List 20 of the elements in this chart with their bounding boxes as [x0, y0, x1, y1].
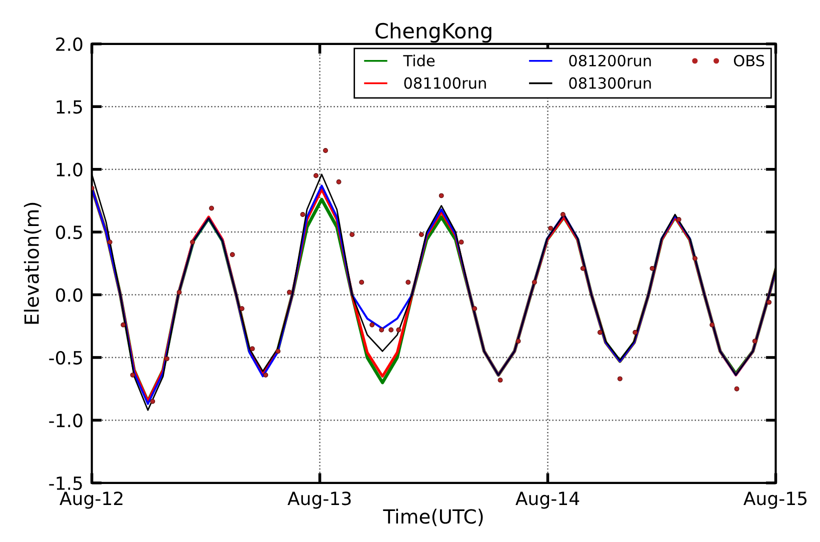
legend-label: Tide [403, 54, 435, 66]
y-tick-label: 2.0 [56, 37, 82, 52]
x-axis-title: Time(UTC) [383, 508, 483, 526]
y-tick-label: 1.5 [56, 100, 82, 114]
legend-label: 081200run [569, 54, 651, 66]
x-tick-label: Aug-13 [288, 492, 351, 509]
y-axis-title: Elevation(m) [24, 202, 42, 324]
legend-label: 081300run [569, 77, 651, 89]
y-tick-label: 0.0 [56, 288, 82, 302]
y-tick-label: -1.0 [49, 414, 82, 428]
x-tick-label: Aug-15 [743, 492, 807, 509]
y-tick-label: -0.5 [49, 350, 82, 365]
y-tick-label: 0.5 [56, 226, 82, 240]
chart-title: ChengKong [376, 22, 492, 43]
y-tick-label: -1.5 [49, 476, 82, 490]
x-tick-label: Aug-12 [60, 492, 122, 509]
y-tick-label: 1.0 [56, 162, 82, 176]
legend-label: OBS [734, 54, 764, 66]
x-tick-label: Aug-14 [516, 492, 580, 509]
legend-label: 081100run [404, 77, 486, 89]
